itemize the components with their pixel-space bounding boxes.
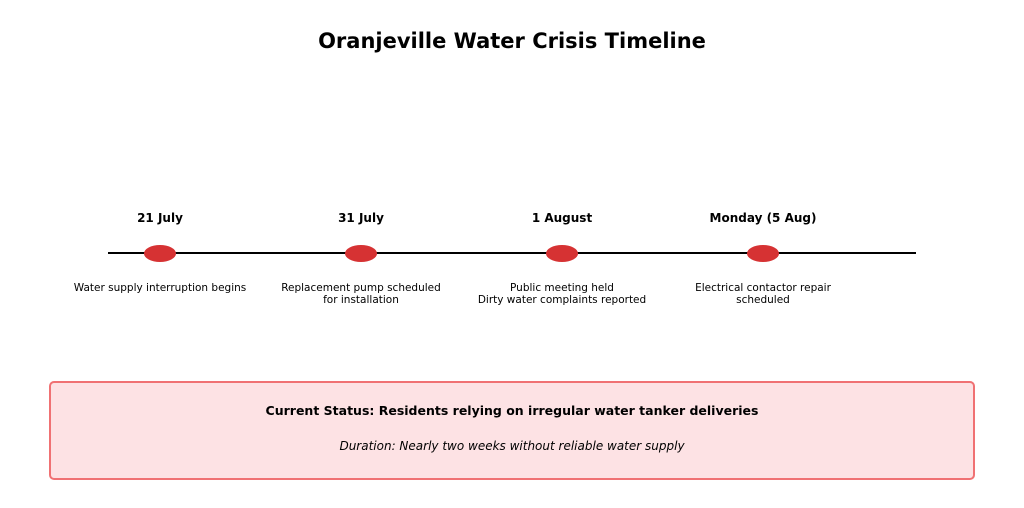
event-date: 21 July: [137, 211, 183, 225]
event-date: 1 August: [531, 211, 593, 225]
timeline-axis: [108, 252, 916, 254]
event-description-line: for installation: [323, 294, 399, 306]
event-description: Replacement pump scheduled for installat…: [261, 282, 461, 306]
event-description-line: Replacement pump scheduled: [281, 282, 441, 294]
event-description-line: Public meeting held: [510, 282, 614, 294]
event-description-line: Dirty water complaints reported: [477, 294, 647, 306]
timeline-event: 1 August Public meeting held Dirty water…: [462, 0, 662, 508]
event-date: 31 July: [338, 211, 384, 225]
timeline-event: 21 July Water supply interruption begins: [60, 0, 260, 508]
diagram-title: Oranjeville Water Crisis Timeline: [318, 29, 706, 53]
timeline-event: 31 July Replacement pump scheduled for i…: [261, 0, 461, 508]
event-description-line: Water supply interruption begins: [73, 282, 247, 294]
event-description-line: Electrical contactor repair: [695, 282, 831, 294]
event-marker: [345, 245, 377, 262]
status-duration: Duration: Nearly two weeks without relia…: [339, 439, 685, 453]
current-status-box: Current Status: Residents relying on irr…: [49, 381, 975, 480]
event-description: Water supply interruption begins: [60, 282, 260, 294]
timeline-event: Monday (5 Aug) Electrical contactor repa…: [663, 0, 863, 508]
event-description-line: scheduled: [736, 294, 790, 306]
event-date: Monday (5 Aug): [709, 211, 817, 225]
event-description: Public meeting held Dirty water complain…: [462, 282, 662, 306]
event-marker: [747, 245, 779, 262]
status-headline: Current Status: Residents relying on irr…: [265, 403, 759, 418]
event-marker: [546, 245, 578, 262]
event-description: Electrical contactor repair scheduled: [663, 282, 863, 306]
event-marker: [144, 245, 176, 262]
